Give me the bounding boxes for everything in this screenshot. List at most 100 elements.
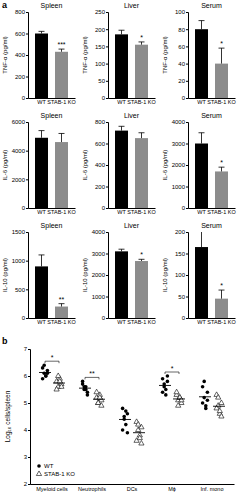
point xyxy=(217,408,222,413)
point xyxy=(59,384,64,389)
axis-line xyxy=(106,123,109,209)
bar xyxy=(55,142,68,208)
tick-label: WT xyxy=(37,209,46,215)
tick-label: 0 xyxy=(22,315,26,321)
tick: 2000 xyxy=(92,272,108,278)
tick-mark xyxy=(106,144,108,145)
tick: 100 xyxy=(95,61,108,67)
error-cap xyxy=(199,20,205,21)
error-bar xyxy=(119,249,125,251)
tick: 1500 xyxy=(12,229,28,235)
tick: STAB-1 KO xyxy=(127,98,156,105)
tick: 50 xyxy=(98,78,108,84)
axis-line xyxy=(186,123,189,209)
axis-line xyxy=(106,233,109,319)
tick-label: 2000 xyxy=(92,272,106,278)
error-cap xyxy=(219,48,225,49)
tick: Neutrophils xyxy=(78,484,106,492)
plot-marks xyxy=(35,255,68,318)
tick-mark xyxy=(186,98,188,99)
tick-mark xyxy=(26,12,28,13)
tick: STAB-1 KO xyxy=(47,208,76,215)
tick-label: 4000 xyxy=(92,229,106,235)
chart-title: Serum xyxy=(201,222,222,229)
mean-line xyxy=(119,419,131,420)
bar-chart: 050100150200WTSTAB-1 KOSerumIL-10 (pg/ml… xyxy=(162,222,236,325)
tick: STAB-1 KO xyxy=(207,208,236,215)
bar xyxy=(35,34,48,99)
tick-label: Inf. mono xyxy=(201,486,224,492)
tick-label: 1500 xyxy=(12,229,26,235)
error-bar xyxy=(59,304,65,307)
significance: * xyxy=(220,40,223,47)
x-axis: WTSTAB-1 KO xyxy=(189,208,237,215)
tick: 0 xyxy=(182,315,188,321)
chart-title: Liver xyxy=(124,2,140,9)
error-cap xyxy=(119,249,125,250)
plot-marks xyxy=(35,31,68,98)
tick: STAB-1 KO xyxy=(207,98,236,105)
tick-label: 600 xyxy=(95,141,106,147)
tick-mark xyxy=(26,77,28,78)
tick-label: STAB-1 KO xyxy=(207,209,236,215)
tick-label: 4000 xyxy=(172,119,186,125)
axis-line xyxy=(186,13,189,99)
tick: 500 xyxy=(15,287,28,293)
error-stem xyxy=(221,290,222,299)
point xyxy=(124,409,128,413)
error-cap xyxy=(139,132,145,133)
point xyxy=(201,385,205,389)
significance: * xyxy=(171,365,174,372)
tick: 0 xyxy=(182,95,188,101)
point xyxy=(57,378,62,383)
tick: WT xyxy=(197,208,206,215)
chart-title: Liver xyxy=(124,222,140,229)
tick-label: 200 xyxy=(95,27,106,33)
error-bar xyxy=(119,126,125,130)
error-cap xyxy=(199,132,205,133)
legend-item: WT xyxy=(37,463,53,469)
point xyxy=(121,407,125,411)
error-stem xyxy=(201,232,202,247)
tick: Myeloid cells xyxy=(36,484,68,492)
tick: WT xyxy=(197,98,206,105)
bar-chart: 01000200030004000WTSTAB-1 KOSerumIL-6 (p… xyxy=(162,112,236,215)
tick-label: 400 xyxy=(95,162,106,168)
tick: 1000 xyxy=(172,184,188,190)
point xyxy=(201,401,205,405)
y-axis: 0200040006000 xyxy=(12,119,29,211)
tick-label: 4 xyxy=(24,427,28,433)
tick: 20 xyxy=(178,78,188,84)
error-bar xyxy=(59,133,65,142)
tick-label: 50 xyxy=(178,294,185,300)
y-axis: 050010001500 xyxy=(12,229,29,321)
error-cap xyxy=(139,259,145,260)
error-cap xyxy=(39,254,45,255)
tick-label: 400 xyxy=(15,52,26,58)
tick-mark xyxy=(26,208,28,209)
point xyxy=(54,386,59,391)
error-bar xyxy=(199,232,205,247)
tick-mark xyxy=(28,349,30,350)
tick: 50 xyxy=(178,294,188,300)
tick: 600 xyxy=(95,141,108,147)
tick: STAB-1 KO xyxy=(127,208,156,215)
tick-mark xyxy=(106,208,108,209)
tick-mark xyxy=(26,232,28,233)
bar xyxy=(215,64,228,98)
tick-label: STAB-1 KO xyxy=(207,319,236,325)
error-stem xyxy=(221,48,222,63)
tick-label: WT xyxy=(197,319,206,325)
plot-marks xyxy=(35,131,68,208)
tick: WT xyxy=(117,208,126,215)
point xyxy=(121,428,125,432)
tick-label: STAB-1 KO xyxy=(47,209,76,215)
point xyxy=(86,393,90,397)
tick-mark xyxy=(186,208,188,209)
tick: 1000 xyxy=(92,294,108,300)
tick: 5 xyxy=(24,400,30,406)
tick-label: 1000 xyxy=(172,184,186,190)
tick: 0 xyxy=(22,205,28,211)
bar xyxy=(135,45,148,98)
dot-plot: 234567Myeloid cellsNeutrophilsDCsMϕInf. … xyxy=(4,346,235,491)
